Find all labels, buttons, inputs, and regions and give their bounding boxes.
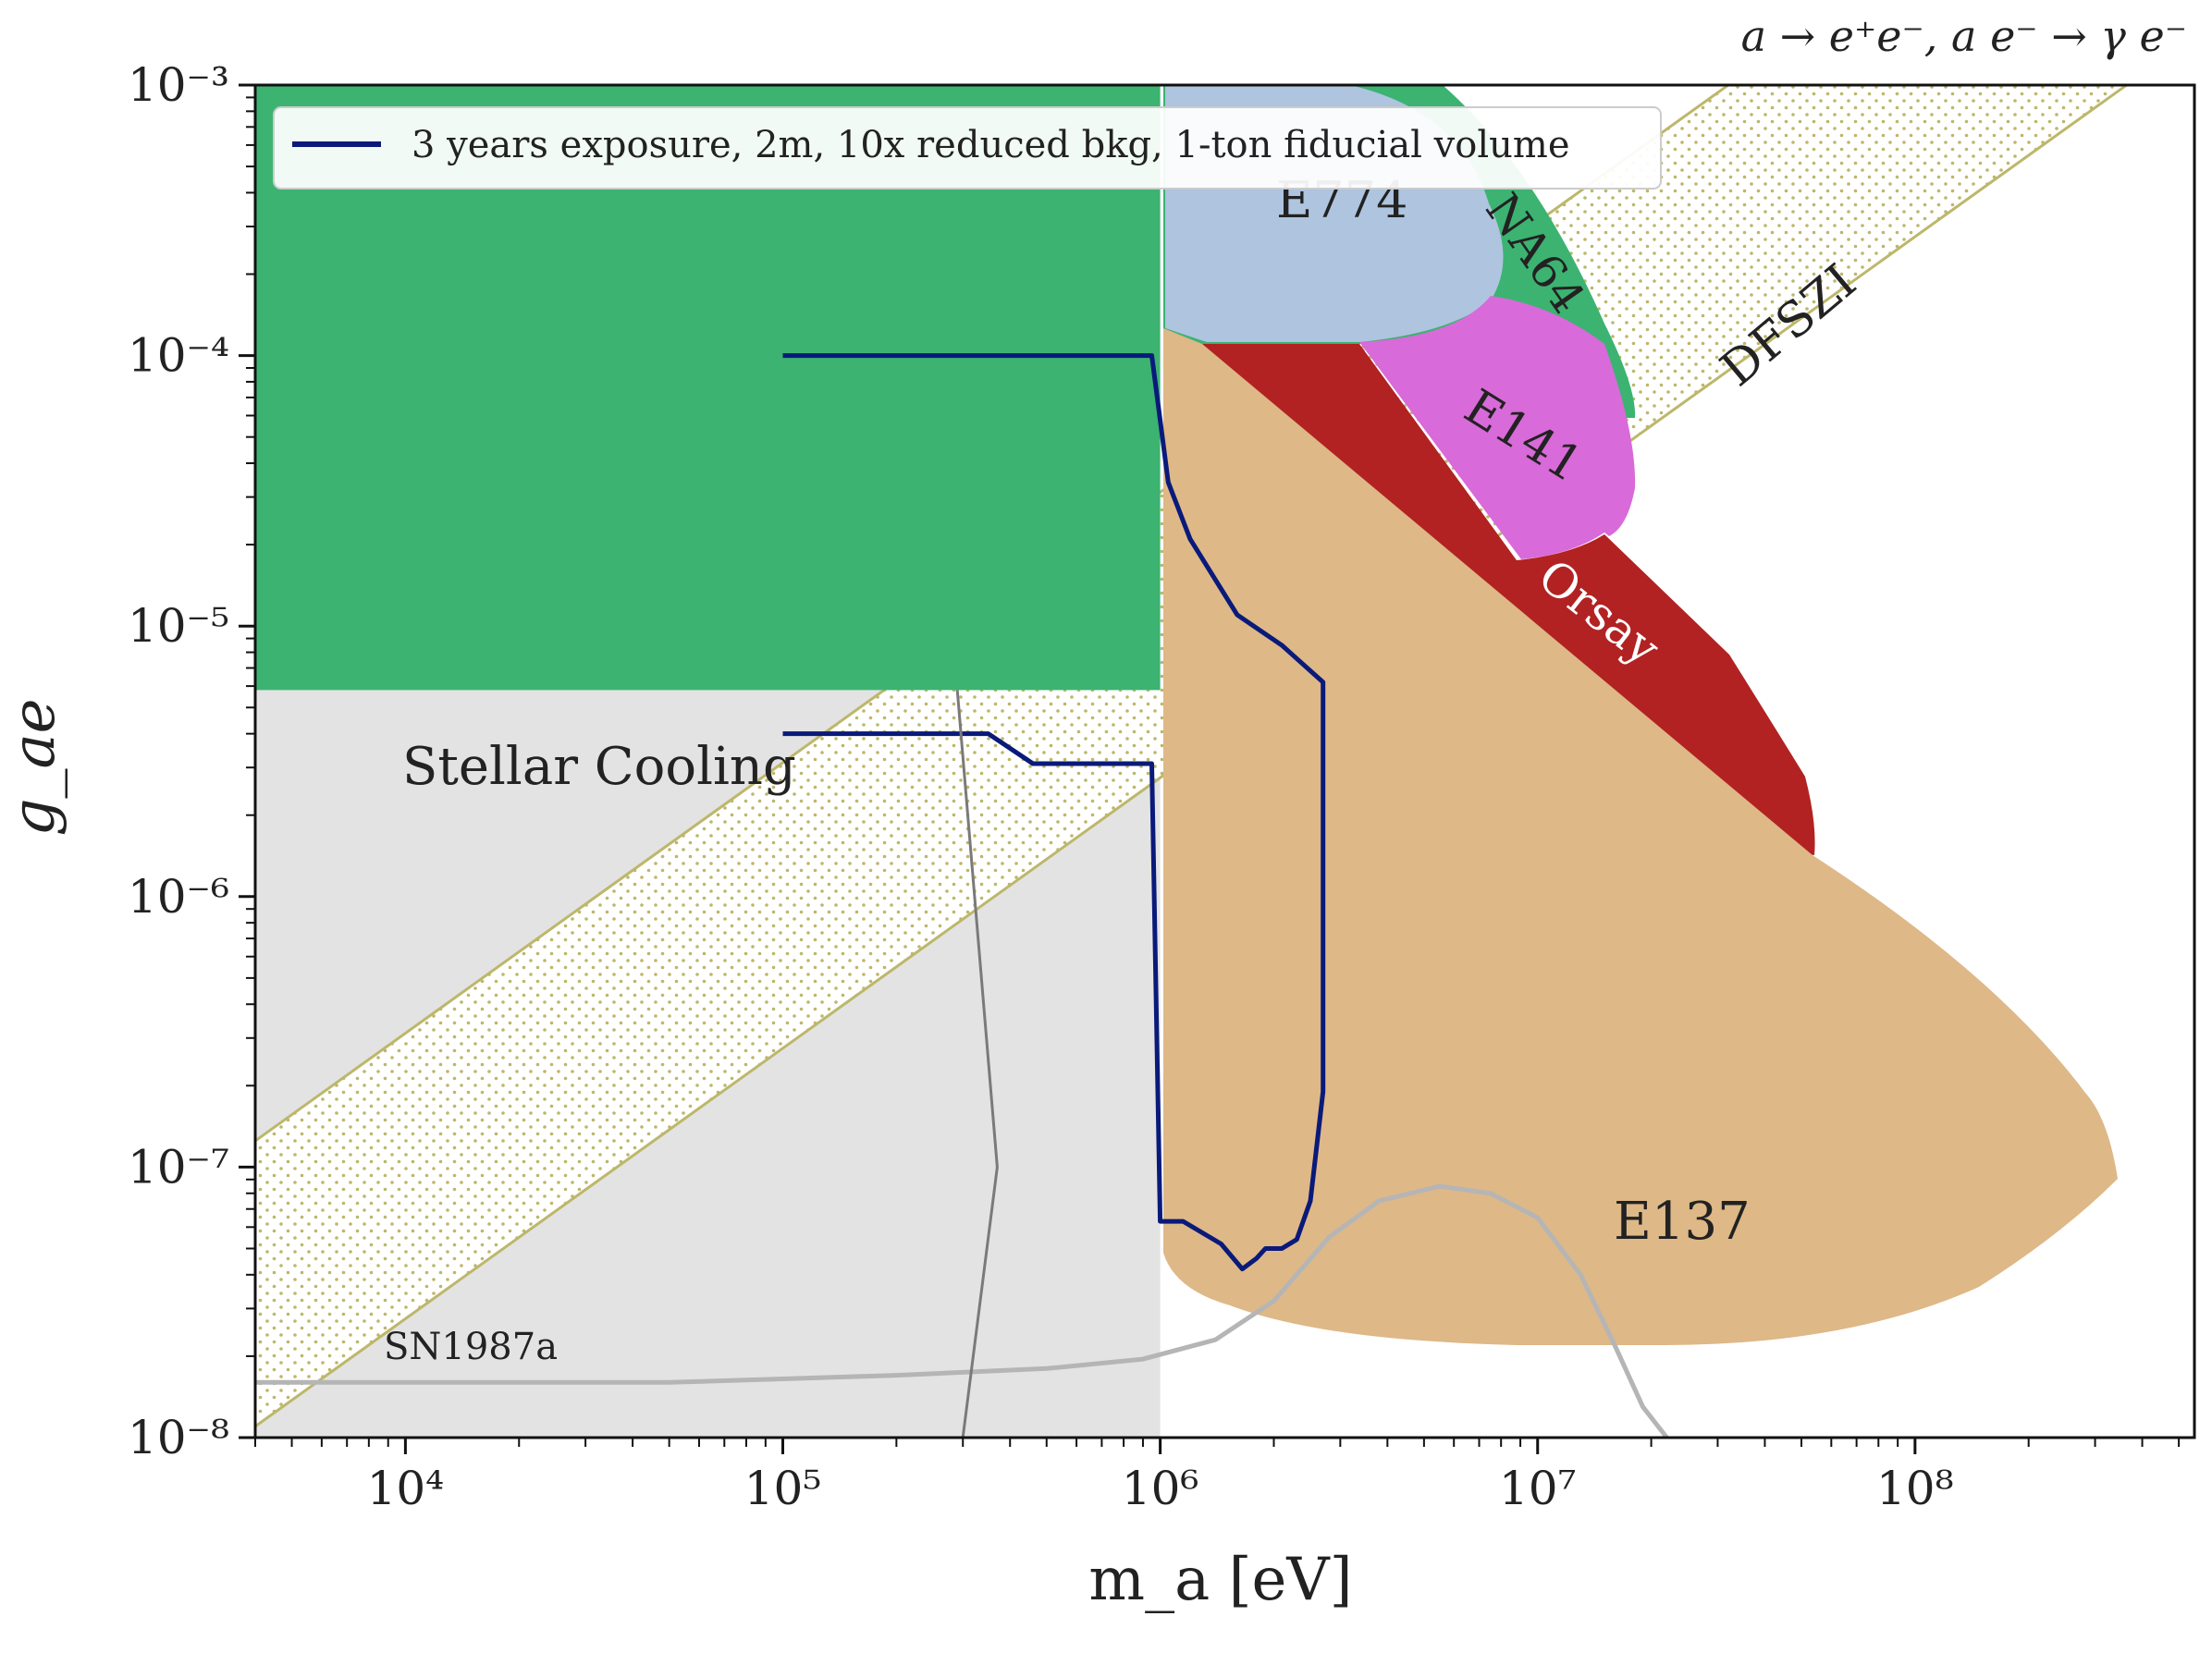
x-tick-label: 10⁵ xyxy=(744,1462,822,1515)
legend-box xyxy=(273,106,1662,190)
y-tick-label: 10⁻⁶ xyxy=(128,870,229,924)
e141-region xyxy=(1359,296,1636,559)
y-tick-label: 10⁻⁸ xyxy=(128,1411,229,1464)
y-tick-label: 10⁻⁵ xyxy=(128,599,229,653)
legend-entry-label: 3 years exposure, 2m, 10x reduced bkg, 1… xyxy=(412,124,1570,166)
x-tick-label: 10⁶ xyxy=(1122,1462,1199,1515)
sn1987a-label: SN1987a xyxy=(384,1326,558,1368)
orsay-region xyxy=(1202,344,1815,855)
e137-region xyxy=(1163,328,2118,1345)
sn1987a-edge-line xyxy=(955,690,999,1438)
y-axis-ticks: 10⁻⁸ 10⁻⁷ 10⁻⁶ 10⁻⁵ 10⁻⁴ 10⁻³ xyxy=(128,58,255,1464)
x-tick-label: 10⁷ xyxy=(1499,1462,1577,1515)
legend: 3 years exposure, 2m, 10x reduced bkg, 1… xyxy=(273,106,1662,190)
x-tick-label: 10⁸ xyxy=(1876,1462,1954,1515)
x-axis-label: m_a [eV] xyxy=(1088,1546,1352,1614)
stellar-cooling-label: Stellar Cooling xyxy=(402,737,796,797)
y-tick-label: 10⁻⁷ xyxy=(128,1140,229,1194)
x-axis-ticks: 10⁴ 10⁵ 10⁶ 10⁷ 10⁸ xyxy=(254,1438,2181,1515)
y-tick-label: 10⁻³ xyxy=(128,58,229,112)
e137-label: E137 xyxy=(1614,1192,1751,1252)
chart-title: a → e⁺e⁻, a e⁻ → γ e⁻ xyxy=(1741,11,2187,61)
x-tick-label: 10⁴ xyxy=(367,1462,445,1515)
y-axis-label: g_ae xyxy=(0,699,68,837)
sensitivity-line xyxy=(782,353,1326,1272)
plot-frame xyxy=(253,83,2196,1439)
y-tick-label: 10⁻⁴ xyxy=(128,329,229,383)
